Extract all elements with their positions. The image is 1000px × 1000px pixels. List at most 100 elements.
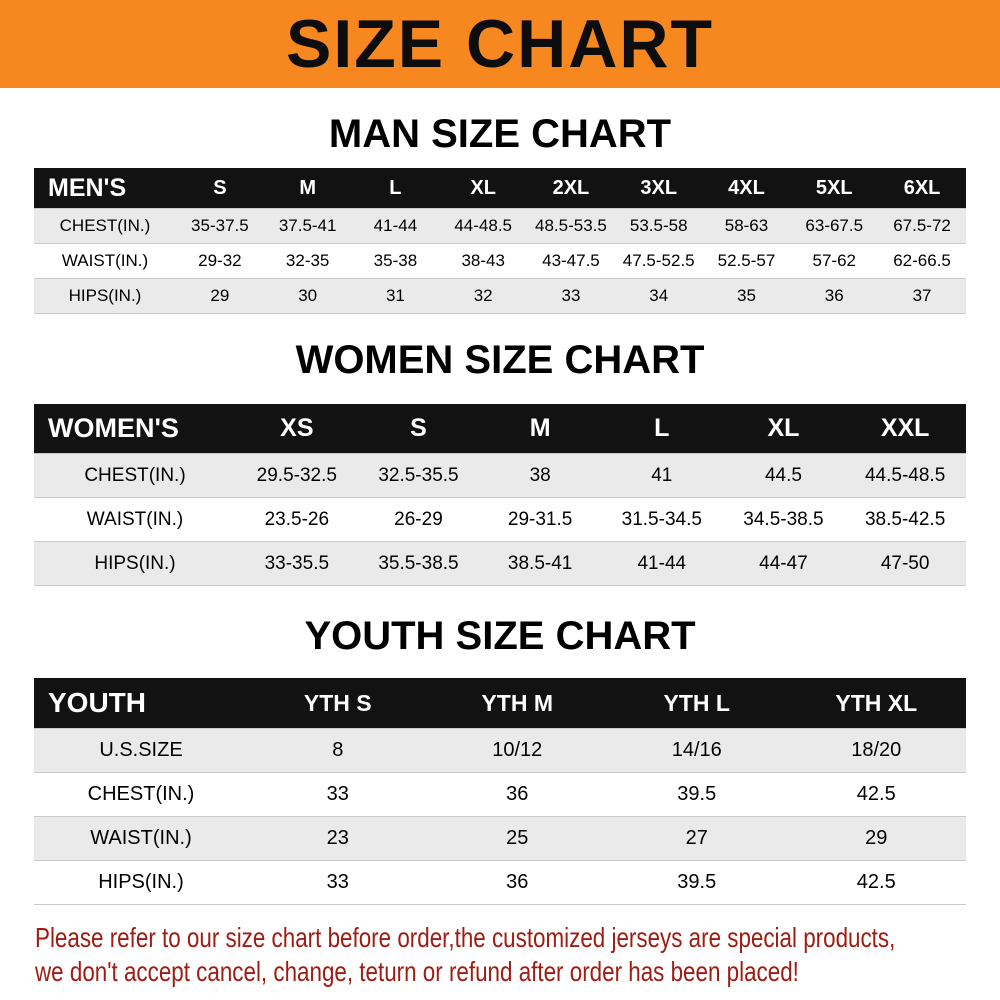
size-column-header: YTH L [607,678,787,729]
measurement-row: CHEST(IN.) 29.5-32.5 32.5-35.5 38 41 44.5 44.5… [34,453,966,498]
page-title: SIZE CHART [286,6,714,82]
measurement-label: WAIST(IN.) [34,497,236,542]
size-value-cell: 31 [351,278,440,314]
size-value-cell: 37.5-41 [263,208,352,244]
size-value-cell: 44.5-48.5 [844,453,966,498]
size-value-cell: 36 [427,772,607,817]
notice-line-1: Please refer to our size chart before or… [35,922,896,953]
size-column-header: L [351,168,440,209]
size-value-cell: 39.5 [607,860,787,905]
size-value-cell: 36 [427,860,607,905]
measurement-row: WAIST(IN.) 23 25 27 29 [34,816,966,861]
size-column-header: S [176,168,264,209]
measurement-label: WAIST(IN.) [34,243,176,279]
size-value-cell: 14/16 [607,728,787,773]
size-value-cell: 31.5-34.5 [600,497,723,542]
measurement-label: HIPS(IN.) [34,860,248,905]
size-column-header: S [357,404,480,454]
size-value-cell: 43-47.5 [527,243,615,279]
size-value-cell: 29 [176,278,264,314]
size-value-cell: 37 [878,278,966,314]
size-column-header: M [263,168,352,209]
size-value-cell: 18/20 [786,728,966,773]
measurement-label: WAIST(IN.) [34,816,248,861]
size-column-header: XS [236,404,358,454]
size-value-cell: 42.5 [786,860,966,905]
size-value-cell: 26-29 [357,497,480,542]
men-size-table: MEN'S S M L XL 2XL 3XL 4XL 5XL 6XL CHEST(IN.) 35-37… [34,168,966,314]
women-chart-title: WOMEN SIZE CHART [295,338,705,382]
measurement-label: CHEST(IN.) [34,772,248,817]
size-column-header: 3XL [614,168,703,209]
size-column-header: YTH M [427,678,607,729]
measurement-label: U.S.SIZE [34,728,248,773]
measurement-label: CHEST(IN.) [34,453,236,498]
size-value-cell: 10/12 [427,728,607,773]
size-value-cell: 35-38 [351,243,440,279]
size-column-header: 5XL [790,168,879,209]
size-value-cell: 41-44 [351,208,440,244]
size-value-cell: 29 [786,816,966,861]
measurement-row: CHEST(IN.) 35-37.5 37.5-41 41-44 44-48.5 48.5… [34,208,966,244]
size-value-cell: 58-63 [702,208,791,244]
measurement-row: WAIST(IN.) 29-32 32-35 35-38 38-43 43-47.5 47.… [34,243,966,279]
size-value-cell: 27 [607,816,787,861]
size-value-cell: 42.5 [786,772,966,817]
table-header-row: MEN'S S M L XL 2XL 3XL 4XL 5XL 6XL [34,168,966,209]
size-column-header: L [600,404,723,454]
size-value-cell: 35-37.5 [176,208,264,244]
size-value-cell: 32-35 [263,243,352,279]
size-value-cell: 47.5-52.5 [614,243,703,279]
size-column-header: XL [722,404,845,454]
size-value-cell: 38 [479,453,601,498]
youth-chart-title: YOUTH SIZE CHART [304,614,696,658]
size-value-cell: 33 [527,278,615,314]
size-value-cell: 57-62 [790,243,879,279]
size-value-cell: 39.5 [607,772,787,817]
size-value-cell: 29.5-32.5 [236,453,358,498]
measurement-row: U.S.SIZE 8 10/12 14/16 18/20 [34,728,966,773]
size-value-cell: 35.5-38.5 [357,541,480,586]
size-value-cell: 29-31.5 [479,497,601,542]
measurement-row: HIPS(IN.) 29 30 31 32 33 34 35 36 37 [34,278,966,314]
size-column-header: 6XL [878,168,966,209]
size-value-cell: 32 [439,278,528,314]
size-value-cell: 47-50 [844,541,966,586]
size-value-cell: 44-47 [722,541,845,586]
size-value-cell: 48.5-53.5 [527,208,615,244]
order-notice: Please refer to our size chart before or… [35,921,896,988]
size-value-cell: 52.5-57 [702,243,791,279]
size-column-header: YTH S [248,678,428,729]
measurement-label: CHEST(IN.) [34,208,176,244]
women-size-table: WOMEN'S XS S M L XL XXL CHEST(IN.) 29.5-32.5 32.5… [34,404,966,586]
size-value-cell: 23 [248,816,428,861]
size-value-cell: 8 [248,728,428,773]
size-value-cell: 44.5 [722,453,845,498]
measurement-row: HIPS(IN.) 33-35.5 35.5-38.5 38.5-41 41-44 44-… [34,541,966,586]
size-value-cell: 34.5-38.5 [722,497,845,542]
men-chart-title: MAN SIZE CHART [328,112,672,156]
size-value-cell: 34 [614,278,703,314]
table-title-cell: MEN'S [34,168,176,209]
size-value-cell: 67.5-72 [878,208,966,244]
men-size-section: MAN SIZE CHART MEN'S S M L XL 2XL 3XL 4XL 5XL 6XL… [0,114,1000,314]
measurement-label: HIPS(IN.) [34,541,236,586]
size-value-cell: 63-67.5 [790,208,879,244]
table-title-cell: YOUTH [34,678,248,729]
size-column-header: XL [439,168,528,209]
size-column-header: 4XL [702,168,791,209]
measurement-label: HIPS(IN.) [34,278,176,314]
measurement-row: HIPS(IN.) 33 36 39.5 42.5 [34,860,966,905]
size-value-cell: 25 [427,816,607,861]
women-size-section: WOMEN SIZE CHART WOMEN'S XS S M L XL XXL CHEST(… [0,340,1000,586]
size-value-cell: 35 [702,278,791,314]
size-value-cell: 38-43 [439,243,528,279]
size-value-cell: 29-32 [176,243,264,279]
size-value-cell: 33 [248,860,428,905]
size-value-cell: 23.5-26 [236,497,358,542]
table-header-row: YOUTH YTH S YTH M YTH L YTH XL [34,678,966,729]
size-value-cell: 41 [600,453,723,498]
size-column-header: XXL [844,404,966,454]
youth-size-section: YOUTH SIZE CHART YOUTH YTH S YTH M YTH L YTH… [0,616,1000,905]
